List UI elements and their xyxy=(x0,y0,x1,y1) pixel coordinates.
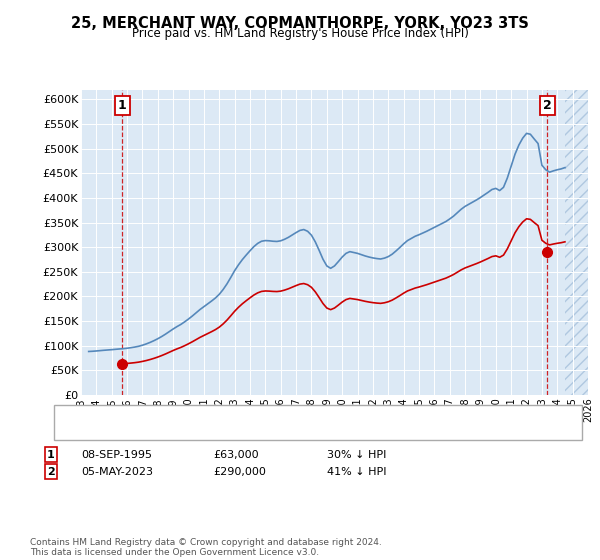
Text: Contains HM Land Registry data © Crown copyright and database right 2024.
This d: Contains HM Land Registry data © Crown c… xyxy=(30,538,382,557)
Text: 1: 1 xyxy=(118,99,127,112)
Text: 25, MERCHANT WAY, COPMANTHORPE, YORK, YO23 3TS (detached house): 25, MERCHANT WAY, COPMANTHORPE, YORK, YO… xyxy=(103,409,487,419)
Text: 08-SEP-1995: 08-SEP-1995 xyxy=(81,450,152,460)
Text: 2: 2 xyxy=(543,99,551,112)
Text: 41% ↓ HPI: 41% ↓ HPI xyxy=(327,466,386,477)
Text: HPI: Average price, detached house, York: HPI: Average price, detached house, York xyxy=(103,425,318,435)
Text: £63,000: £63,000 xyxy=(213,450,259,460)
Text: £290,000: £290,000 xyxy=(213,466,266,477)
Text: 30% ↓ HPI: 30% ↓ HPI xyxy=(327,450,386,460)
Text: 1: 1 xyxy=(47,450,55,460)
Text: Price paid vs. HM Land Registry's House Price Index (HPI): Price paid vs. HM Land Registry's House … xyxy=(131,27,469,40)
Text: 05-MAY-2023: 05-MAY-2023 xyxy=(81,466,153,477)
Text: 25, MERCHANT WAY, COPMANTHORPE, YORK, YO23 3TS: 25, MERCHANT WAY, COPMANTHORPE, YORK, YO… xyxy=(71,16,529,31)
Text: 2: 2 xyxy=(47,466,55,477)
